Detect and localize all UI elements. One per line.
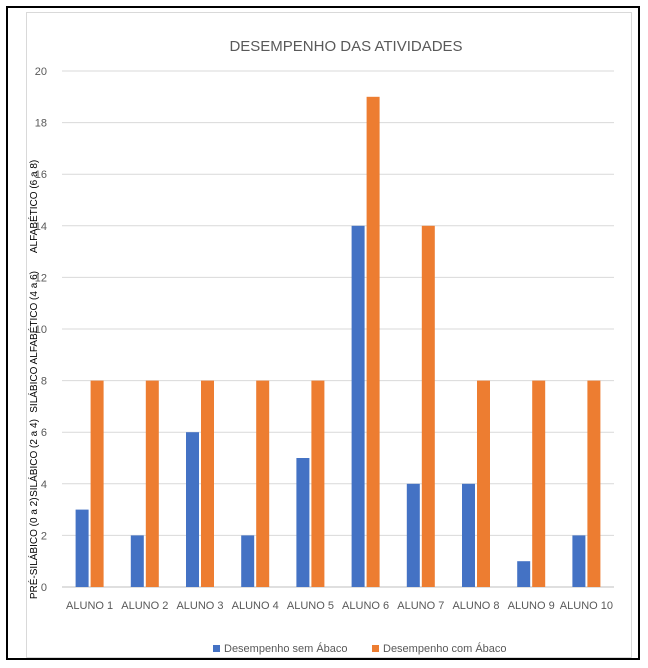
bar-sem-abaco [462,483,475,587]
y-tick-label: 12 [35,272,47,284]
y-tick-label: 14 [35,221,47,233]
bar-com-abaco [532,380,546,587]
y-tick-label: 20 [35,66,47,78]
chart-title: DESEMPENHO DAS ATIVIDADES [229,38,462,55]
y-tick-label: 4 [41,479,47,491]
x-tick-label: ALUNO 2 [121,600,168,612]
x-tick-label: ALUNO 3 [176,600,223,612]
bar-sem-abaco [296,458,310,587]
bar-sem-abaco [517,561,531,587]
bar-com-abaco [256,380,270,587]
legend-swatch [213,645,220,652]
bar-sem-abaco [406,483,420,587]
bar-com-abaco [421,225,435,588]
x-tick-label: ALUNO 1 [66,600,113,612]
y-tick-label: 2 [41,530,47,542]
bar-com-abaco [145,380,159,587]
x-tick-label: ALUNO 7 [397,600,444,612]
y-tick-label: 6 [41,427,47,439]
level-label: SILÁBICO (2 a 4) [27,419,40,497]
x-tick-label: ALUNO 10 [560,600,613,612]
bar-sem-abaco [572,535,586,587]
bar-com-abaco [366,96,380,588]
bar-com-abaco [311,380,325,587]
y-tick-label: 16 [35,169,47,181]
bar-com-abaco [90,380,104,587]
legend-label: Desempenho sem Ábaco [224,642,348,655]
x-tick-label: ALUNO 6 [342,600,389,612]
level-label: ALFABÉTICO (6 a 8) [27,160,40,253]
y-tick-label: 10 [35,324,47,336]
legend-label: Desempenho com Ábaco [383,642,507,655]
y-tick-label: 0 [41,582,47,594]
x-tick-label: ALUNO 9 [508,600,555,612]
legend-swatch [372,645,379,652]
y-tick-label: 18 [35,118,47,130]
x-tick-label: ALUNO 4 [232,600,279,612]
bar-sem-abaco [351,225,365,588]
chart-area [26,12,632,658]
level-label: PRÉ-SILÁBICO (0 a 2) [27,497,40,599]
bar-sem-abaco [130,535,144,587]
x-tick-label: ALUNO 8 [452,600,499,612]
y-tick-label: 8 [41,376,47,388]
level-label: SILÁBICO ALFABÉTICO (4 a 6) [27,271,40,413]
bar-sem-abaco [75,509,89,587]
bar-com-abaco [587,380,601,587]
bar-sem-abaco [241,535,255,587]
bar-sem-abaco [186,432,199,587]
x-tick-label: ALUNO 5 [287,600,334,612]
bar-com-abaco [477,380,490,587]
bar-com-abaco [201,380,214,587]
